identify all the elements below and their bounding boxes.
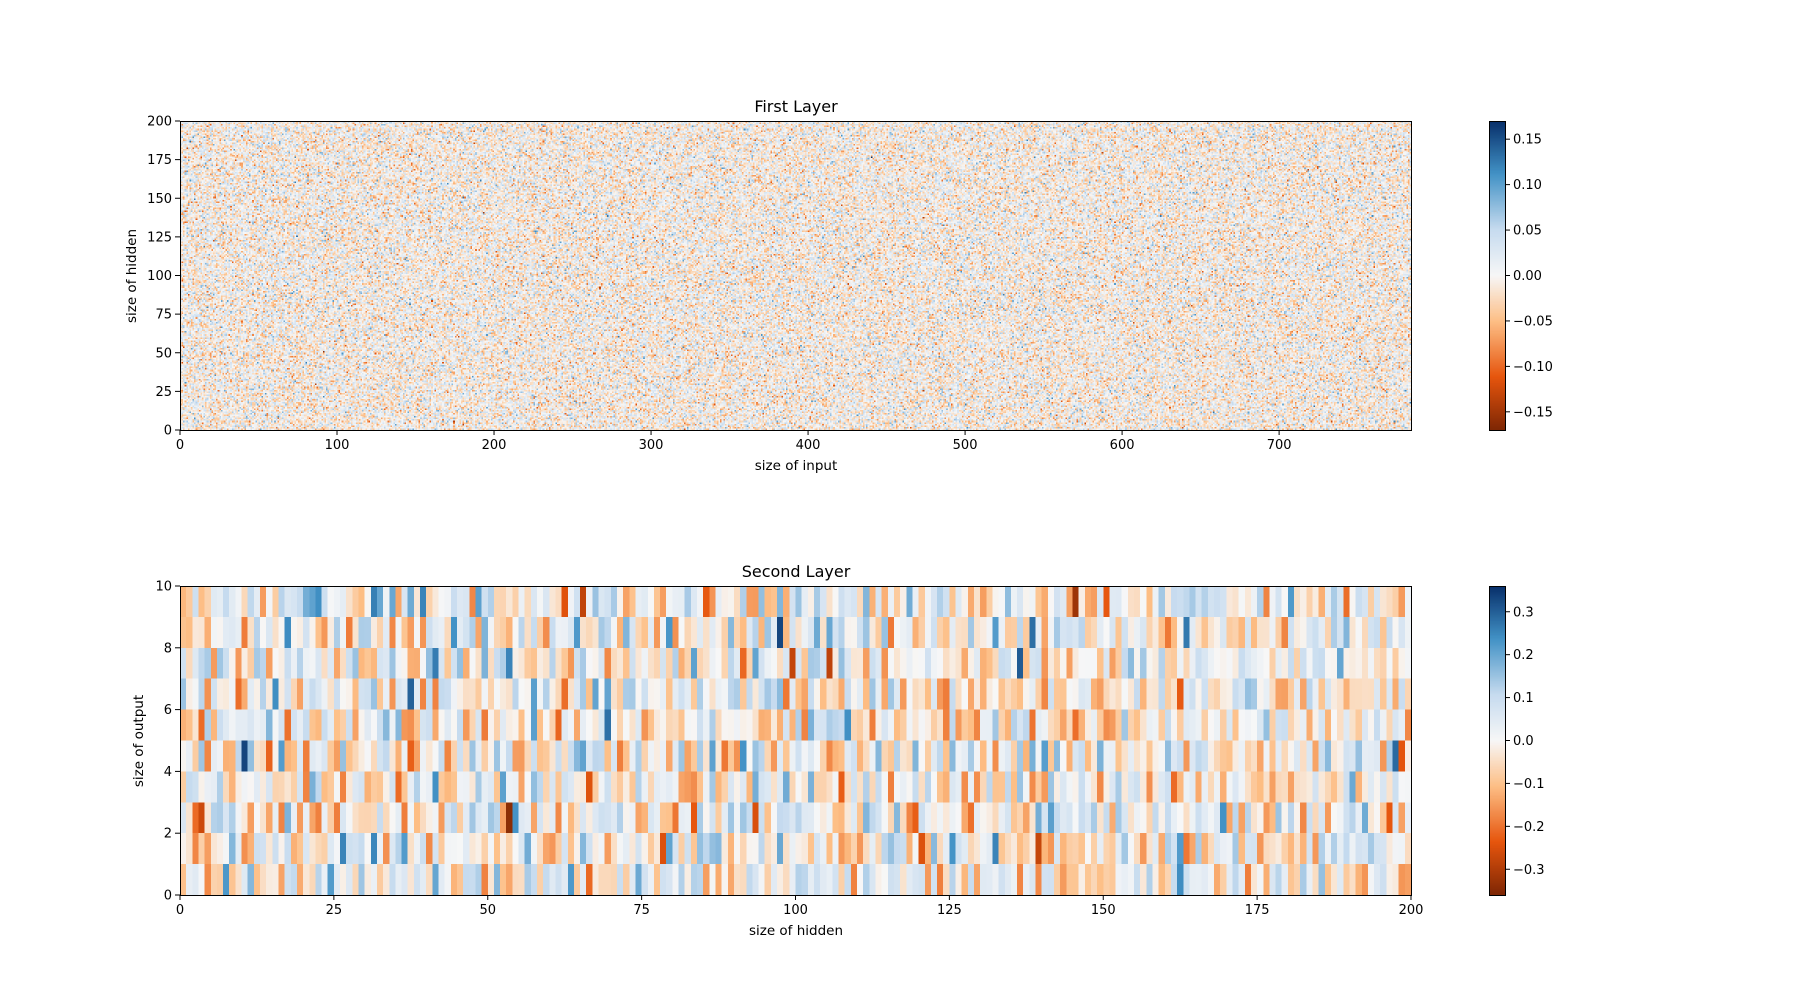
first-layer-x-tick-label: 600 [1110,438,1135,453]
second-layer-x-ticks: 0 25 50 75 100 125 150 175 200 [176,895,1424,918]
first-layer-colorbar-tick-label: 0.15 [1513,133,1542,148]
first-layer-colorbar-tick-label: −0.10 [1513,360,1553,375]
second-layer-y-tick-label: 2 [164,827,172,842]
first-layer-y-tick-label: 75 [155,308,172,323]
second-layer-x-tick-label: 75 [633,903,650,918]
second-layer-x-tick-label: 150 [1091,903,1116,918]
second-layer-colorbar-tick-label: −0.1 [1513,777,1545,792]
first-layer-y-label: size of hidden [124,229,140,323]
second-layer-y-ticks: 0 2 4 6 8 10 [155,580,180,904]
first-layer-y-ticks: 0 25 50 75 100 125 150 175 200 [147,115,180,439]
first-layer-y-tick-label: 0 [164,424,172,439]
first-layer-x-tick-label: 0 [176,438,184,453]
second-layer-colorbar-tick-label: −0.3 [1513,863,1545,878]
second-layer-y-tick-label: 0 [164,889,172,904]
first-layer-x-label: size of input [755,458,838,474]
second-layer-title: Second Layer [742,562,851,581]
second-layer-y-tick-label: 10 [155,580,172,595]
second-layer-colorbar-tick-label: −0.2 [1513,820,1545,835]
second-layer-x-tick-label: 125 [937,903,962,918]
first-layer-x-tick-label: 700 [1267,438,1292,453]
second-layer-colorbar [1489,586,1505,895]
first-layer-x-tick-label: 100 [325,438,350,453]
second-layer-colorbar-tick-label: 0.3 [1513,605,1534,620]
first-layer-x-tick-label: 500 [953,438,978,453]
first-layer-x-tick-label: 200 [482,438,507,453]
second-layer-colorbar-container [1489,586,1505,895]
second-layer-x-tick-label: 50 [479,903,496,918]
first-layer-heatmap [180,121,1411,430]
second-layer-heatmap [180,586,1411,895]
first-layer-chart: First Layer 0 100 200 300 400 500 600 700 0 25 50… [124,97,1553,474]
first-layer-colorbar [1489,121,1505,430]
second-layer-y-tick-label: 6 [164,703,172,718]
first-layer-y-tick-label: 50 [155,346,172,361]
second-layer-y-tick-label: 8 [164,641,172,656]
first-layer-heatmap-container [180,121,1411,430]
first-layer-colorbar-tick-label: 0.05 [1513,224,1542,239]
second-layer-x-label: size of hidden [749,923,843,939]
second-layer-heatmap-container [180,586,1411,895]
second-layer-y-label: size of output [131,695,147,787]
first-layer-colorbar-tick-label: 0.00 [1513,269,1542,284]
second-layer-colorbar-ticks: −0.3 −0.2 −0.1 0.0 0.1 0.2 0.3 [1505,605,1545,878]
first-layer-title: First Layer [754,97,838,116]
first-layer-y-tick-label: 150 [147,192,172,207]
first-layer-x-ticks: 0 100 200 300 400 500 600 700 [176,430,1292,453]
second-layer-colorbar-tick-label: 0.1 [1513,691,1534,706]
second-layer-colorbar-tick-label: 0.2 [1513,648,1534,663]
second-layer-y-tick-label: 4 [164,765,172,780]
second-layer-colorbar-tick-label: 0.0 [1513,734,1534,749]
second-layer-x-tick-label: 0 [176,903,184,918]
first-layer-x-tick-label: 300 [639,438,664,453]
first-layer-frame [180,121,1412,431]
first-layer-colorbar-tick-label: −0.15 [1513,405,1553,420]
first-layer-y-tick-label: 25 [155,385,172,400]
first-layer-y-tick-label: 175 [147,153,172,168]
first-layer-y-tick-label: 200 [147,115,172,130]
second-layer-chart: Second Layer 0 25 50 75 100 125 150 175 200 0 2 4 6… [131,562,1545,939]
second-layer-x-tick-label: 25 [326,903,343,918]
first-layer-y-tick-label: 100 [147,269,172,284]
second-layer-x-tick-label: 175 [1245,903,1270,918]
first-layer-y-tick-label: 125 [147,230,172,245]
first-layer-x-tick-label: 400 [796,438,821,453]
first-layer-colorbar-tick-label: −0.05 [1513,314,1553,329]
first-layer-colorbar-ticks: −0.15 −0.10 −0.05 0.00 0.05 0.10 0.15 [1505,133,1553,420]
second-layer-x-tick-label: 100 [783,903,808,918]
second-layer-x-tick-label: 200 [1399,903,1424,918]
first-layer-colorbar-container [1489,121,1505,430]
first-layer-colorbar-tick-label: 0.10 [1513,178,1542,193]
